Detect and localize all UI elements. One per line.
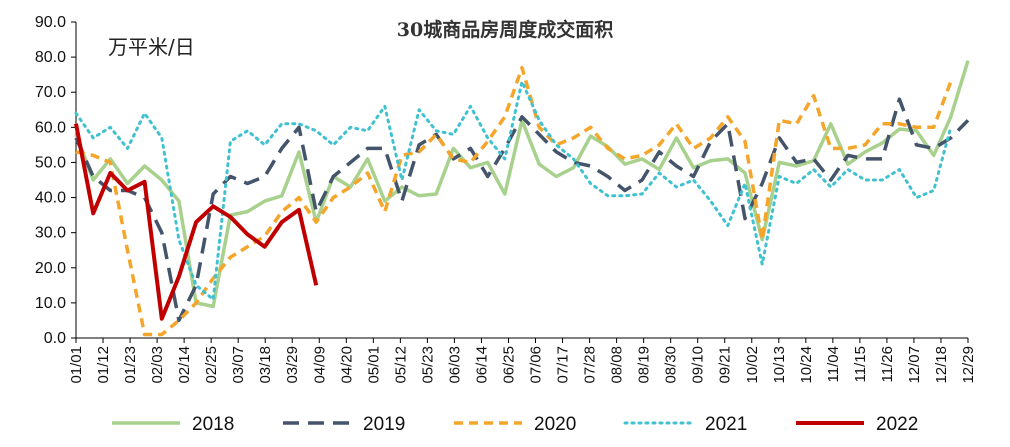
y-tick-label: 20.0 (35, 260, 66, 277)
x-tick-label: 06/14 (473, 346, 490, 384)
x-tick-label: 04/09 (311, 346, 328, 384)
x-tick-label: 11/15 (852, 346, 869, 382)
y-tick-label: 30.0 (35, 225, 66, 242)
x-tick-label: 12/29 (960, 346, 977, 384)
x-tick-label: 12/18 (933, 346, 950, 384)
y-tick-label: 10.0 (35, 295, 66, 312)
x-tick-label: 08/30 (663, 346, 680, 384)
x-tick-label: 08/08 (609, 346, 626, 384)
legend-label-2018: 2018 (192, 414, 234, 435)
x-tick-label: 10/13 (771, 346, 788, 384)
x-tick-label: 04/20 (338, 346, 355, 384)
axes: 0.0 10.0 20.0 30.0 40.0 50.0 60.0 70.0 80.0 90.0 0… (35, 14, 977, 384)
x-tick-label: 05/23 (419, 346, 436, 384)
x-tick-label: 02/14 (176, 346, 193, 384)
x-tick-label: 07/28 (582, 346, 599, 384)
x-tick-label: 11/26 (879, 346, 896, 382)
x-tick-label: 11/04 (825, 346, 842, 382)
unit-label: 万平米/日 (108, 35, 195, 59)
x-tick-label: 03/07 (230, 346, 247, 384)
x-tick-label: 05/01 (365, 346, 382, 384)
x-tick-label: 05/12 (392, 346, 409, 384)
x-tick-label: 03/29 (284, 346, 301, 384)
x-tick-label: 02/25 (203, 346, 220, 384)
x-tick-label: 06/03 (446, 346, 463, 384)
legend-label-2022: 2022 (876, 414, 918, 435)
x-tick-label: 01/01 (68, 346, 85, 384)
y-tick-label: 80.0 (35, 49, 66, 66)
x-tick-label: 07/06 (528, 346, 545, 384)
series-line-2021 (74, 80, 953, 301)
y-tick-label: 0.0 (44, 330, 66, 347)
y-tick-label: 70.0 (35, 84, 66, 101)
series-line-2022 (74, 123, 319, 321)
y-tick-label: 60.0 (35, 119, 66, 136)
x-tick-label: 06/25 (500, 346, 517, 384)
x-tick-label: 12/07 (906, 346, 923, 384)
x-tick-label: 01/12 (95, 346, 112, 384)
legend-label-2021: 2021 (705, 414, 747, 435)
x-tick-label: 10/02 (744, 346, 761, 384)
x-tick-label: 10/24 (798, 346, 815, 384)
x-tick-label: 07/17 (555, 346, 572, 384)
x-tick-label: 09/10 (690, 346, 707, 384)
y-tick-label: 40.0 (35, 190, 66, 207)
y-tick-label: 90.0 (35, 14, 66, 31)
x-tick-label: 09/21 (717, 346, 734, 384)
x-tick-label: 03/18 (257, 346, 274, 384)
y-tick-label: 50.0 (35, 154, 66, 171)
series-layer (74, 60, 970, 337)
legend: 2018 2019 2020 2021 2022 (112, 414, 918, 435)
x-tick-label: 02/03 (149, 346, 166, 384)
series-line-2020 (75, 65, 953, 337)
x-tick-label: 01/23 (122, 346, 139, 384)
chart-title: 30城商品房周度成交面积 (397, 18, 613, 41)
x-tick-label: 08/19 (636, 346, 653, 384)
legend-label-2019: 2019 (363, 414, 405, 435)
legend-label-2020: 2020 (534, 414, 576, 435)
series-line-2019 (74, 97, 970, 323)
